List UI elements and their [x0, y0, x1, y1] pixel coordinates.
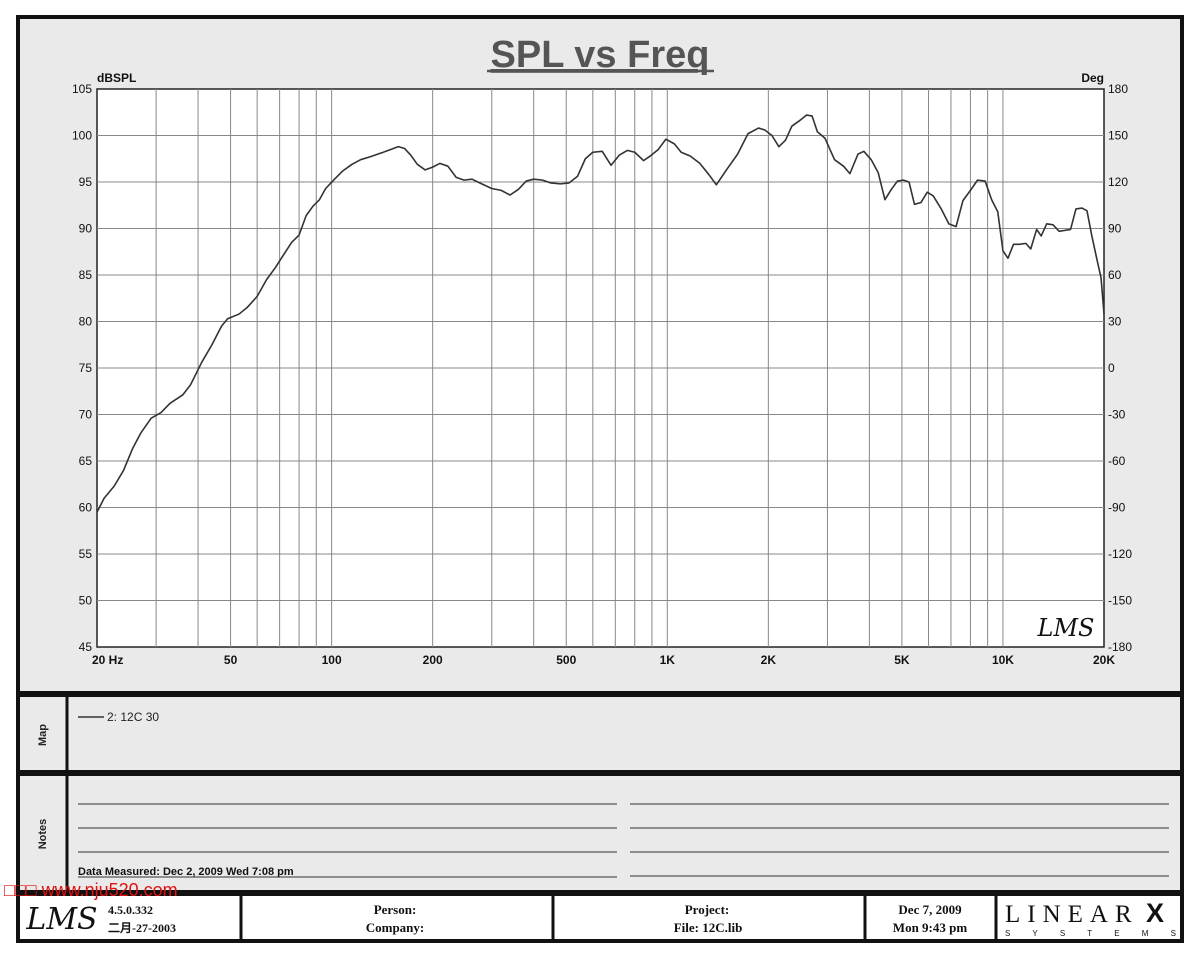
- print-date: Dec 7, 2009: [898, 902, 962, 917]
- y-axis-label: dBSPL: [97, 71, 136, 85]
- brand-systems: S Y S T E M S: [1005, 929, 1186, 938]
- brand-x: X: [1146, 898, 1164, 928]
- x-tick-label: 500: [556, 653, 576, 667]
- y2-tick-label: -150: [1108, 594, 1132, 608]
- y2-tick-labels: 180 150 120 90 60 30 0 -30 -60 -90 -120 -150 -180: [1108, 82, 1132, 654]
- y-tick-label: 55: [79, 547, 93, 561]
- y-tick-label: 95: [79, 175, 93, 189]
- y2-tick-label: 180: [1108, 82, 1128, 96]
- x-tick-label: 5K: [894, 653, 910, 667]
- y-tick-label: 85: [79, 268, 93, 282]
- y2-axis-label: Deg: [1081, 71, 1104, 85]
- y2-tick-label: 30: [1108, 315, 1122, 329]
- file-label: File: 12C.lib: [674, 920, 743, 935]
- watermark-text: □□□ www.nju520.com: [4, 880, 178, 900]
- x-tick-label: 200: [423, 653, 443, 667]
- x-tick-labels: 20 Hz 50 100 200 500 1K 2K 5K 10K 20K: [92, 653, 1115, 667]
- y2-tick-label: 0: [1108, 361, 1115, 375]
- spl-series-line: [96, 114, 1105, 513]
- x-tick-label: 2K: [761, 653, 777, 667]
- version-date-text: 二月-27-2003: [108, 921, 176, 935]
- y-tick-label: 90: [79, 222, 93, 236]
- y2-tick-label: 120: [1108, 175, 1128, 189]
- y2-tick-label: -120: [1108, 547, 1132, 561]
- x-tick-label: 100: [322, 653, 342, 667]
- data-measured-text: Data Measured: Dec 2, 2009 Wed 7:08 pm: [78, 866, 294, 878]
- map-label: Map: [37, 724, 49, 746]
- y-tick-label: 105: [72, 82, 92, 96]
- y2-tick-label: 150: [1108, 129, 1128, 143]
- series-group: [96, 114, 1105, 513]
- y-tick-label: 50: [79, 594, 93, 608]
- map-panel: [16, 693, 1184, 774]
- y-tick-label: 65: [79, 454, 93, 468]
- x-tick-label: 20K: [1093, 653, 1115, 667]
- x-tick-label: 50: [224, 653, 238, 667]
- x-tick-label: 1K: [660, 653, 676, 667]
- legend-entry: 2: 12C 30: [107, 710, 159, 724]
- y-tick-labels: 105 100 95 90 85 80 75 70 65 60 55 50 45: [72, 82, 92, 654]
- lms-plot-logo: LMS: [1037, 614, 1095, 642]
- x-tick-label: 10K: [992, 653, 1014, 667]
- y2-tick-label: -180: [1108, 640, 1132, 654]
- grid: [97, 89, 1104, 647]
- notes-panel: [16, 772, 1184, 894]
- chart-title: SPL vs Freq: [491, 34, 710, 76]
- y-tick-label: 70: [79, 408, 93, 422]
- y-tick-label: 80: [79, 315, 93, 329]
- company-label: Company:: [366, 920, 425, 935]
- lms-footer-logo: LMS: [25, 902, 97, 937]
- version-text: 4.5.0.332: [108, 903, 153, 917]
- person-label: Person:: [374, 902, 417, 917]
- y-tick-label: 60: [79, 501, 93, 515]
- y2-tick-label: 90: [1108, 222, 1122, 236]
- project-label: Project:: [685, 902, 730, 917]
- notes-lines: [78, 803, 1169, 878]
- x-tick-label: 20 Hz: [92, 653, 123, 667]
- y-tick-label: 100: [72, 129, 92, 143]
- y2-tick-label: -90: [1108, 501, 1126, 515]
- footer-panel: [16, 892, 1184, 943]
- y-tick-label: 75: [79, 361, 93, 375]
- brand-linear: LINEAR: [1005, 901, 1139, 928]
- print-time: Mon 9:43 pm: [893, 920, 968, 935]
- y2-tick-label: -60: [1108, 454, 1126, 468]
- y2-tick-label: -30: [1108, 408, 1126, 422]
- y2-tick-label: 60: [1108, 268, 1122, 282]
- notes-label: Notes: [37, 819, 49, 850]
- y-tick-label: 45: [79, 640, 93, 654]
